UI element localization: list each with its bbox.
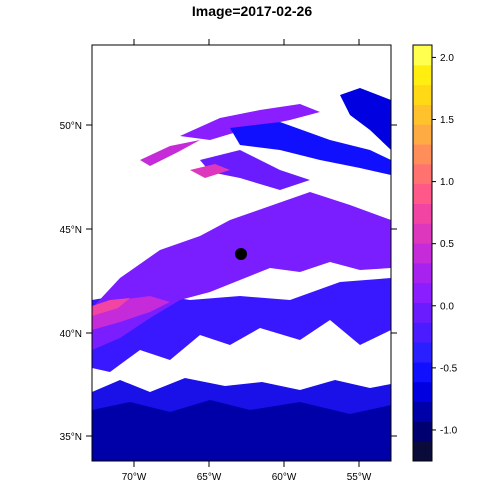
colorbar-tick-label: -0.5: [440, 363, 458, 374]
colorbar-swatch: [413, 441, 432, 462]
colorbar-swatch: [413, 401, 432, 422]
north-filament-1: [140, 140, 200, 166]
colorbar-swatch: [413, 243, 432, 264]
southern-navy-patch: [92, 400, 391, 461]
colorbar-swatch: [413, 361, 432, 383]
colorbar-swatch: [413, 223, 432, 244]
x-tick-label: 55°W: [347, 472, 372, 483]
north-blue-arc: [230, 122, 391, 175]
y-tick-label: 40°N: [60, 329, 82, 340]
colorbar-swatch: [413, 262, 432, 284]
colorbar-swatch: [413, 163, 432, 185]
mid-magenta-strip: [190, 164, 230, 178]
colorbar-swatch: [413, 302, 432, 323]
north-dark-wedge: [340, 88, 391, 150]
colorbar-tick-label: -1.0: [440, 425, 458, 436]
mid-purple-arc: [200, 150, 310, 190]
colorbar-swatch: [413, 282, 432, 304]
north-filament-2: [180, 104, 320, 140]
plot-frame: [91, 44, 392, 462]
x-tick-label: 65°W: [197, 472, 222, 483]
colorbar: [413, 45, 432, 462]
colorbar-swatch: [413, 124, 432, 145]
colorbar-tick-label: 0.5: [440, 239, 454, 250]
colorbar-tick-label: 1.0: [440, 177, 454, 188]
x-tick-label: 60°W: [272, 472, 297, 483]
colorbar-swatch: [413, 381, 432, 403]
colorbar-ticks: 2.0 1.5 1.0 0.5 0.0 -0.5 -1.0: [432, 53, 458, 436]
colorbar-swatch: [413, 203, 432, 224]
colorbar-swatch: [413, 421, 432, 442]
location-marker: [235, 248, 247, 260]
plot-title: Image=2017-02-26: [191, 3, 313, 19]
colorbar-swatch: [413, 104, 432, 125]
colorbar-tick-label: 2.0: [440, 53, 454, 64]
y-tick-label: 35°N: [60, 432, 82, 443]
colorbar-swatch: [413, 64, 432, 86]
colorbar-frame: [412, 44, 433, 462]
colorbar-swatch: [413, 84, 432, 105]
purple-plume: [92, 192, 391, 350]
colorbar-swatch: [413, 183, 432, 204]
colorbar-swatch: [413, 45, 432, 66]
colorbar-tick-label: 1.5: [440, 115, 454, 126]
colorbar-swatch: [413, 322, 432, 343]
colorbar-swatch: [413, 342, 432, 363]
colorbar-swatch: [413, 144, 432, 165]
colorbar-tick-label: 0.0: [440, 301, 454, 312]
y-tick-label: 45°N: [60, 225, 82, 236]
pink-coastal-strip: [92, 298, 130, 316]
tick-marks: [86, 39, 397, 467]
x-tick-label: 70°W: [122, 472, 147, 483]
y-tick-label: 50°N: [60, 121, 82, 132]
